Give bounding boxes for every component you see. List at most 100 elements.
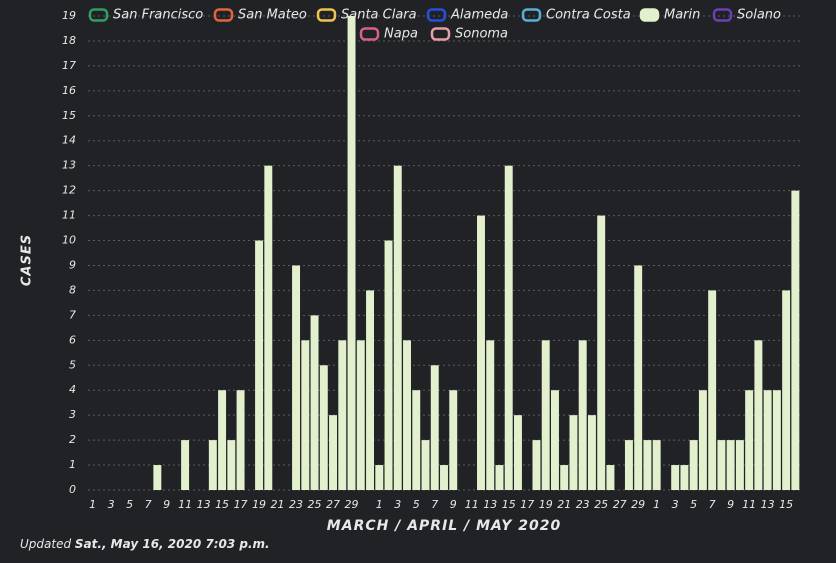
bar [735,440,744,490]
x-tick-label: 13 [197,498,211,511]
bar [153,465,162,490]
x-tick-label: 7 [145,498,152,511]
x-tick-label: 13 [761,498,775,511]
bar [329,415,338,490]
x-tick-label: 7 [431,498,438,511]
bar [449,390,458,490]
x-tick-label: 15 [502,498,516,511]
legend-label: Marin [664,8,700,23]
y-tick-label: 7 [69,308,76,321]
bar [208,440,217,490]
x-tick-label: 1 [376,498,383,511]
y-tick-label: 14 [62,134,76,147]
x-tick-label: 9 [450,498,457,511]
bar [513,415,522,490]
x-tick-label: 3 [394,498,401,511]
bar [421,440,430,490]
y-tick-label: 1 [69,458,76,471]
bar [560,465,569,490]
bar [624,440,633,490]
legend-label: San Francisco [113,8,203,23]
bar [606,465,615,490]
bar [384,240,393,490]
legend-label: Sonoma [455,27,508,42]
x-tick-label: 29 [345,498,359,511]
bar [578,340,587,490]
bar [671,465,680,490]
bar [541,340,550,490]
legend-label: Santa Clara [341,8,417,23]
x-tick-label: 9 [727,498,734,511]
bar [310,315,319,490]
x-tick-label: 15 [779,498,793,511]
x-tick-label: 23 [289,498,303,511]
bar [227,440,236,490]
legend-swatch [426,8,447,22]
legend-swatch [88,8,109,22]
bar [680,465,689,490]
footer-prefix: Updated [20,537,71,551]
y-tick-label: 16 [62,84,76,97]
x-tick-label: 25 [594,498,608,511]
x-tick-label: 1 [89,498,96,511]
x-tick-label: 5 [690,498,697,511]
legend-swatch [521,8,542,22]
bar [652,440,661,490]
x-tick-label: 3 [108,498,115,511]
bar [550,390,559,490]
bar [643,440,652,490]
bar [375,465,384,490]
y-tick-label: 11 [62,209,76,222]
legend-swatch [639,8,660,22]
bar [708,290,717,490]
x-tick-label: 17 [234,498,248,511]
bar [218,390,227,490]
legend-label: San Mateo [238,8,307,23]
y-axis-label: CASES [20,234,35,286]
bar [754,340,763,490]
x-tick-label: 3 [672,498,679,511]
x-tick-label: 1 [653,498,660,511]
bar [403,340,411,490]
x-tick-label: 5 [413,498,420,511]
bar [569,415,578,490]
bar [412,390,421,490]
y-tick-label: 17 [62,59,76,72]
y-tick-label: 5 [69,358,76,371]
y-tick-label: 3 [69,408,76,421]
bar [366,290,375,490]
x-tick-label: 17 [520,498,534,511]
legend-swatch [359,27,380,41]
bar [717,440,726,490]
y-tick-label: 2 [69,433,76,446]
x-tick-label: 15 [215,498,229,511]
bar [440,465,448,490]
bar [495,465,504,490]
y-tick-label: 18 [62,34,76,47]
x-axis-label: MARCH / APRIL / MAY 2020 [327,518,561,534]
bar [745,390,754,490]
bar [347,16,356,490]
x-tick-label: 11 [178,498,192,511]
y-tick-label: 15 [62,109,76,122]
legend-label: Alameda [450,8,508,23]
bar [587,415,596,490]
bar [255,240,264,490]
y-tick-label: 12 [62,184,76,197]
bar [236,390,245,490]
y-tick-label: 8 [69,283,76,296]
x-tick-label: 27 [326,498,340,511]
legend-label: Contra Costa [546,8,631,23]
x-tick-label: 9 [163,498,170,511]
x-tick-label: 25 [308,498,322,511]
bar [634,265,643,490]
x-tick-label: 21 [271,498,285,511]
footer-date: Sat., May 16, 2020 7:03 p.m. [75,537,270,551]
bar [356,340,365,490]
bar [181,440,190,490]
bar [726,440,735,490]
bar [791,190,800,490]
y-tick-label: 6 [69,333,76,346]
bar [338,340,347,490]
legend-swatch [316,8,337,22]
